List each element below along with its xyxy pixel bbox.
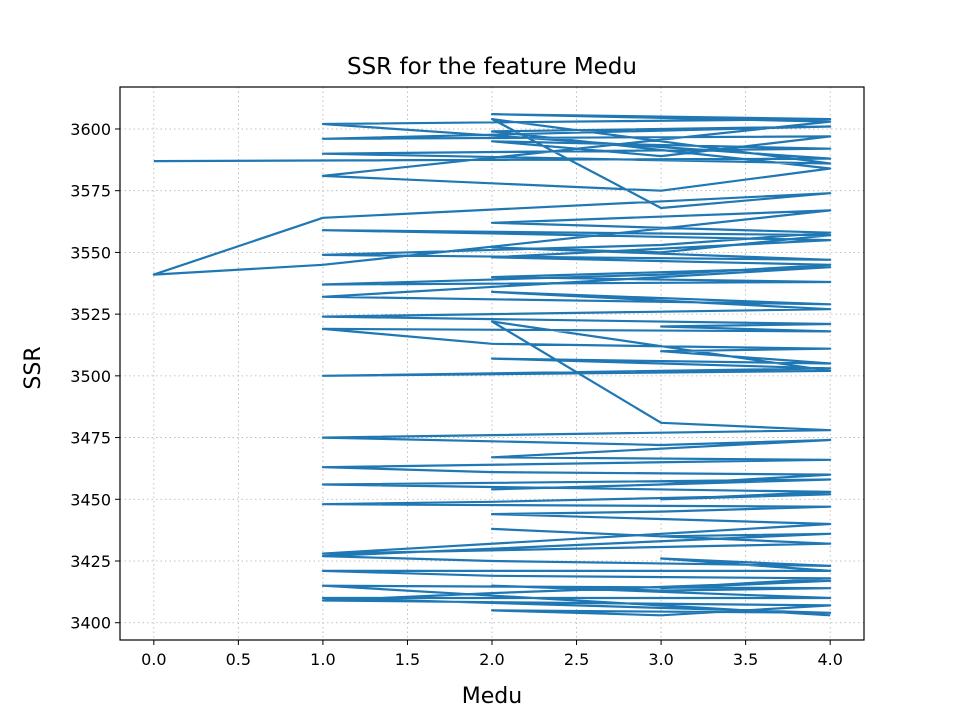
- x-tick-label: 2.0: [479, 650, 504, 669]
- x-tick-label: 1.5: [395, 650, 420, 669]
- x-tick-label: 4.0: [817, 650, 842, 669]
- y-axis-ticks: 3400 3425 3450 3475 3500 3525 3550 3575 3600: [70, 120, 120, 633]
- x-axis-label: Medu: [462, 684, 522, 709]
- y-axis-label: SSR: [21, 346, 46, 389]
- x-tick-label: 0.5: [226, 650, 251, 669]
- y-tick-label: 3525: [70, 305, 111, 324]
- series-line: [152, 113, 832, 617]
- y-tick-label: 3500: [70, 367, 111, 386]
- grid: [120, 87, 864, 640]
- y-tick-label: 3400: [70, 614, 111, 633]
- y-tick-label: 3575: [70, 182, 111, 201]
- x-tick-label: 2.5: [564, 650, 589, 669]
- series-layer: [152, 113, 832, 617]
- x-tick-label: 1.0: [310, 650, 335, 669]
- y-tick-label: 3550: [70, 243, 111, 262]
- plot-frame: [119, 86, 865, 641]
- y-tick-label: 3600: [70, 120, 111, 139]
- x-tick-label: 3.0: [648, 650, 673, 669]
- chart-title: SSR for the feature Medu: [347, 54, 637, 80]
- x-tick-label: 0.0: [141, 650, 166, 669]
- y-tick-label: 3450: [70, 490, 111, 509]
- y-tick-label: 3425: [70, 552, 111, 571]
- x-tick-label: 3.5: [733, 650, 758, 669]
- x-axis-ticks: 0.0 0.5 1.0 1.5 2.0 2.5 3.0 3.5 4.0: [141, 640, 843, 669]
- y-tick-label: 3475: [70, 429, 111, 448]
